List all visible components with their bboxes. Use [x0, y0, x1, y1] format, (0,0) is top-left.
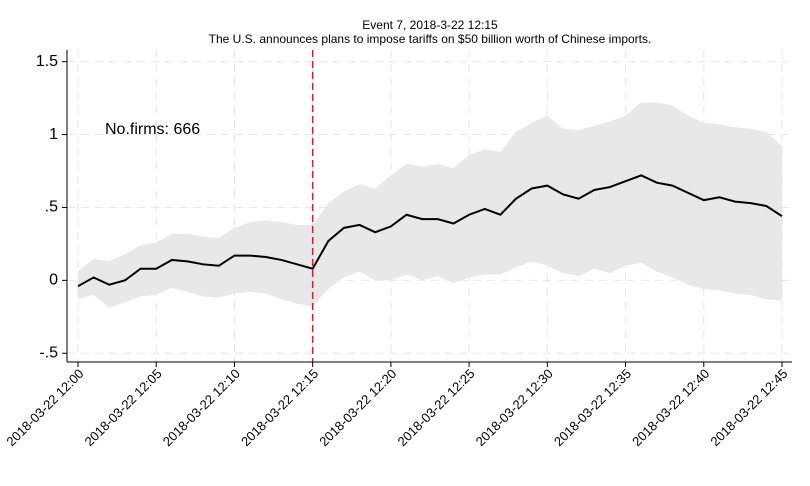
x-tick-label: 2018-03-22 12:05 [82, 366, 165, 449]
y-tick-label: 1 [49, 126, 58, 143]
x-tick-label: 2018-03-22 12:25 [394, 366, 477, 449]
y-tick-label: .5 [45, 199, 58, 216]
x-tick-label: 2018-03-22 12:00 [3, 366, 86, 449]
x-tick-label: 2018-03-22 12:35 [551, 366, 634, 449]
y-tick-label: 0 [49, 272, 58, 289]
x-tick-label: 2018-03-22 12:10 [160, 366, 243, 449]
annotation: No.firms: 666 [105, 121, 200, 138]
x-tick-label: 2018-03-22 12:20 [316, 366, 399, 449]
y-tick-label: 1.5 [36, 53, 58, 70]
x-tick-label: 2018-03-22 12:40 [629, 366, 712, 449]
y-tick-label: -.5 [39, 344, 58, 361]
x-tick-label: 2018-03-22 12:45 [707, 366, 790, 449]
x-tick-label: 2018-03-22 12:15 [238, 366, 321, 449]
chart-title: Event 7, 2018-3-22 12:15 [362, 18, 498, 32]
chart-subtitle: The U.S. announces plans to impose tarif… [209, 32, 652, 46]
x-tick-label: 2018-03-22 12:30 [473, 366, 556, 449]
line [77, 174, 783, 288]
